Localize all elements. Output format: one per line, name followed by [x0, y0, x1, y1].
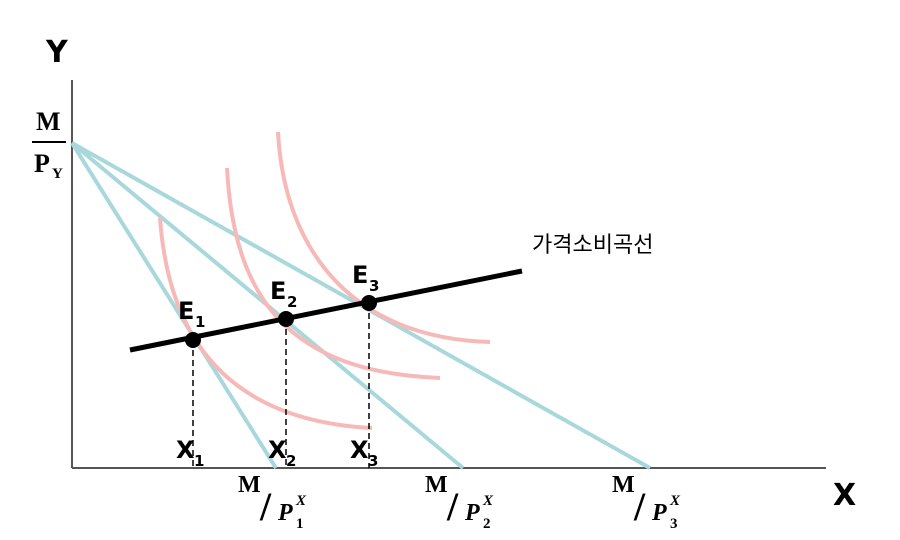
- quantity-label-2-sub: 2: [286, 452, 296, 470]
- y-intercept-numerator: M: [36, 107, 61, 136]
- y-axis-label: Y: [45, 35, 69, 70]
- x-intercept-3-denominator: P: [651, 500, 667, 526]
- x-intercept-label-1: M / P X 1: [238, 472, 307, 532]
- quantity-label-3-letter: X: [350, 436, 369, 464]
- x-intercept-2-numerator: M: [425, 472, 448, 498]
- x-intercept-3-numerator: M: [612, 472, 635, 498]
- indifference-curve-3: [276, 131, 491, 344]
- x-intercept-3-slash: /: [633, 484, 646, 529]
- equilibrium-label-3: E 3: [352, 261, 379, 295]
- y-intercept-label: M P Y: [32, 107, 66, 182]
- equilibrium-label-1: E 1: [178, 297, 205, 331]
- equilibrium-label-2: E 2: [270, 277, 297, 311]
- equilibrium-label-2-sub: 2: [287, 293, 297, 311]
- x-intercept-label-2: M / P X 2: [425, 472, 494, 532]
- x-intercept-label-3: M / P X 3: [612, 472, 681, 532]
- quantity-label-2: X 2: [268, 436, 296, 470]
- indifference-curve-2: [225, 167, 441, 380]
- x-intercept-1-slash: /: [259, 484, 272, 529]
- x-intercept-3-sub: 3: [670, 516, 678, 532]
- quantity-label-3-sub: 3: [368, 452, 378, 470]
- x-intercept-2-sup: X: [482, 493, 494, 509]
- x-axis-label: X: [833, 478, 856, 513]
- budget-line-1: [70, 141, 278, 470]
- x-intercept-1-denominator: P: [277, 500, 293, 526]
- quantity-label-2-letter: X: [268, 436, 287, 464]
- quantity-label-1-letter: X: [176, 436, 195, 464]
- equilibrium-label-2-letter: E: [270, 277, 286, 305]
- equilibrium-label-3-sub: 3: [369, 277, 379, 295]
- x-intercept-2-denominator: P: [464, 500, 480, 526]
- x-intercept-2-sub: 2: [483, 516, 491, 532]
- y-intercept-denominator-sub: Y: [52, 166, 63, 182]
- equilibrium-point-1: [185, 332, 201, 348]
- x-intercept-1-numerator: M: [238, 472, 261, 498]
- equilibrium-point-3: [361, 295, 377, 311]
- y-intercept-denominator: P: [34, 149, 50, 178]
- x-intercept-3-sup: X: [669, 493, 681, 509]
- x-intercept-1-sup: X: [295, 493, 307, 509]
- quantity-label-1-sub: 1: [194, 452, 204, 470]
- equilibrium-label-1-sub: 1: [195, 313, 205, 331]
- x-intercept-1-sub: 1: [296, 516, 304, 532]
- x-intercept-2-slash: /: [446, 484, 459, 529]
- equilibrium-label-1-letter: E: [178, 297, 194, 325]
- indifference-curve-1: [158, 217, 373, 430]
- quantity-label-3: X 3: [350, 436, 378, 470]
- equilibrium-label-3-letter: E: [352, 261, 368, 289]
- price-consumption-curve-label: 가격소비곡선: [532, 233, 653, 258]
- quantity-label-1: X 1: [176, 436, 204, 470]
- equilibrium-point-2: [278, 311, 294, 327]
